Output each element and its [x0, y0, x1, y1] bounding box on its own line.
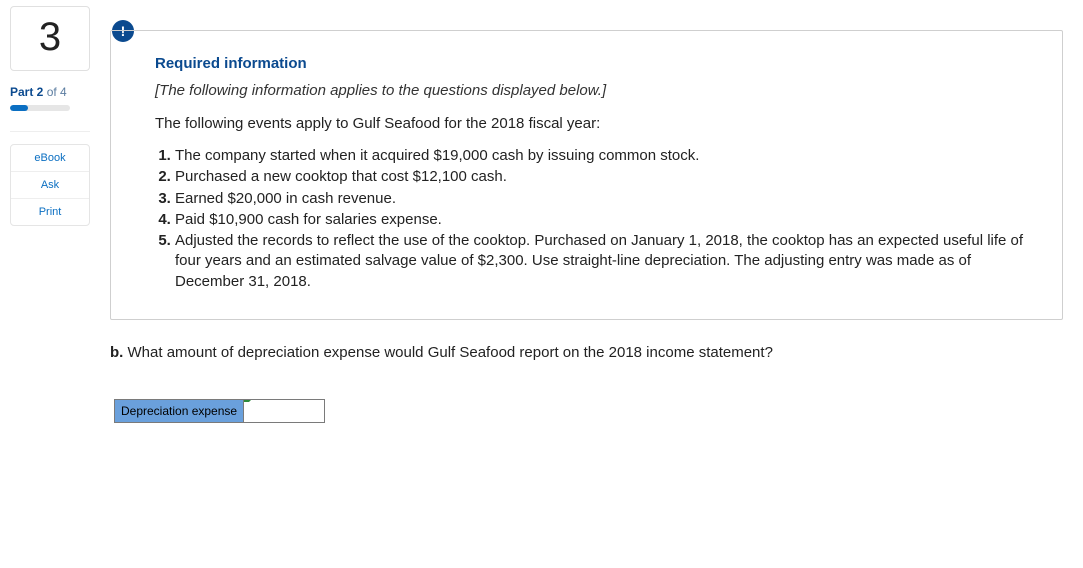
sidebar: 3 Part 2 of 4 eBook Ask Print [0, 0, 100, 423]
part-current: Part 2 [10, 85, 43, 99]
required-info-box: Required information [The following info… [110, 30, 1063, 320]
event-item: The company started when it acquired $19… [175, 146, 1030, 166]
progress-fill [10, 105, 28, 111]
question-b: b. What amount of depreciation expense w… [110, 344, 1063, 361]
answer-cell [244, 400, 324, 422]
question-number: 3 [10, 6, 90, 71]
answer-label: Depreciation expense [115, 400, 244, 422]
print-link[interactable]: Print [11, 199, 89, 225]
ebook-link[interactable]: eBook [11, 145, 89, 172]
ask-link[interactable]: Ask [11, 172, 89, 199]
applies-note: [The following information applies to th… [155, 82, 1030, 99]
main-content: ! Required information [The following in… [100, 0, 1083, 423]
question-text: What amount of depreciation expense woul… [123, 344, 773, 361]
events-list: The company started when it acquired $19… [155, 146, 1030, 292]
sidebar-divider [10, 131, 90, 132]
part-label: Part 2 of 4 [10, 85, 90, 99]
intro-text: The following events apply to Gulf Seafo… [155, 115, 1030, 132]
answer-table: Depreciation expense [114, 399, 325, 423]
progress-bar [10, 105, 70, 111]
event-item: Paid $10,900 cash for salaries expense. [175, 210, 1030, 230]
required-title: Required information [155, 55, 1030, 72]
event-item: Adjusted the records to reflect the use … [175, 231, 1030, 292]
part-total: of 4 [43, 85, 66, 99]
event-item: Earned $20,000 in cash revenue. [175, 189, 1030, 209]
depreciation-expense-input[interactable] [244, 402, 324, 420]
event-item: Purchased a new cooktop that cost $12,10… [175, 167, 1030, 187]
sidebar-links: eBook Ask Print [10, 144, 90, 226]
question-letter: b. [110, 344, 123, 361]
